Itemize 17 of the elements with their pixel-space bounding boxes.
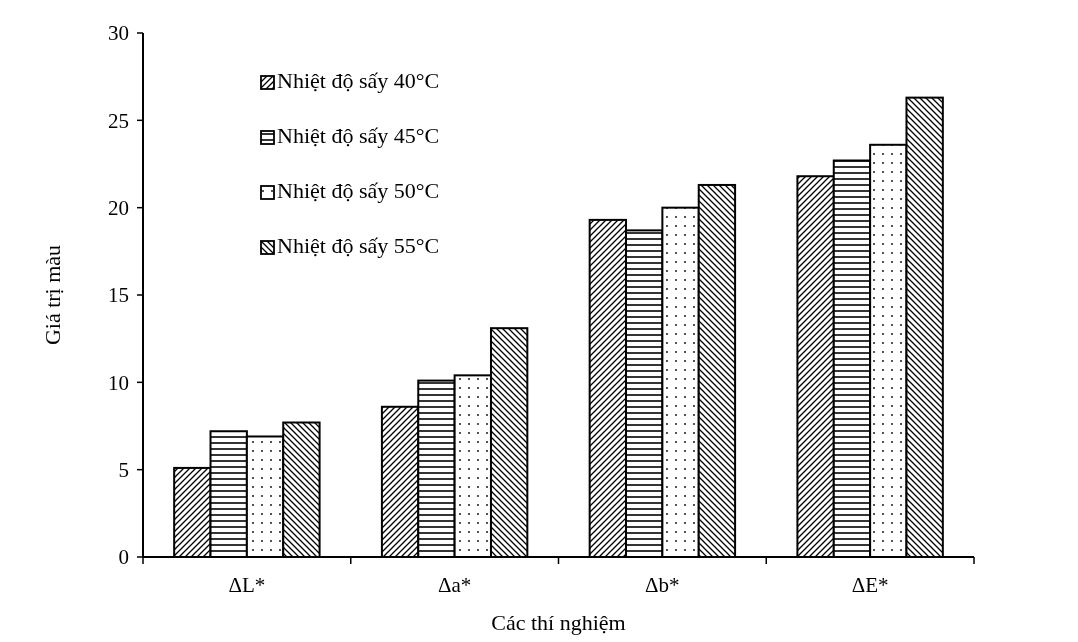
y-tick-label: 30: [108, 21, 129, 46]
x-tick-label: Δa*: [437, 573, 472, 597]
y-tick-label: 10: [108, 370, 129, 395]
x-tick-label: Δb*: [645, 573, 680, 597]
x-tick-label: ΔE*: [851, 573, 889, 597]
y-tick-label: 25: [108, 108, 129, 133]
y-tick-label: 5: [118, 458, 129, 483]
legend-label: Nhiệt độ sấy 50°C: [277, 178, 440, 203]
legend-label: Nhiệt độ sấy 55°C: [277, 233, 440, 258]
y-tick-label: 20: [108, 196, 129, 221]
x-axis-title: Các thí nghiệm: [491, 610, 626, 635]
y-tick-label: 15: [108, 283, 129, 308]
x-tick-label: ΔL*: [228, 573, 266, 597]
y-axis-title: Giá trị màu: [40, 244, 65, 346]
legend-label: Nhiệt độ sấy 45°C: [277, 123, 440, 148]
legend-label: Nhiệt độ sấy 40°C: [277, 68, 440, 93]
y-tick-label: 0: [118, 545, 129, 570]
